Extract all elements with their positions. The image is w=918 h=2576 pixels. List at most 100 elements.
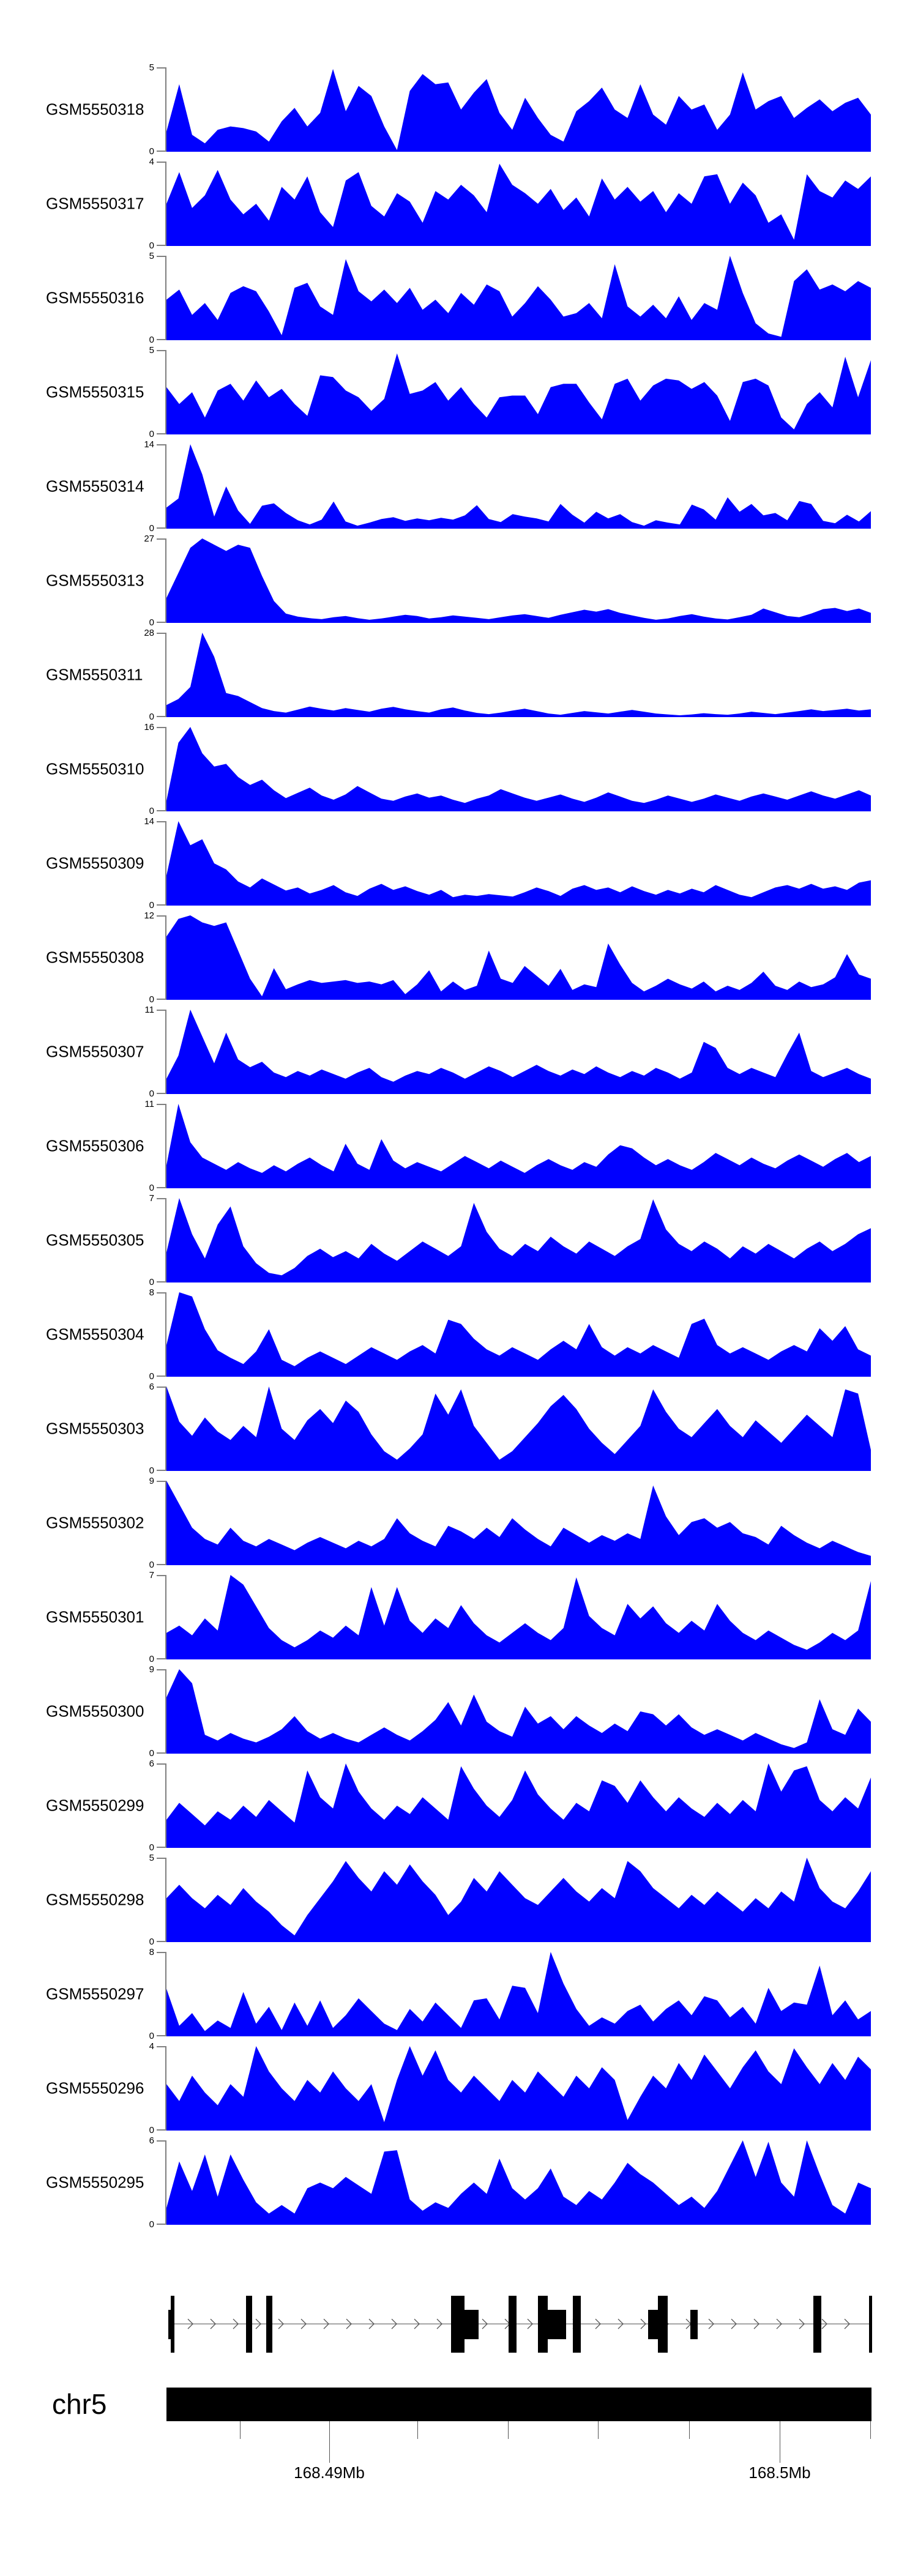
exon-cds-box bbox=[451, 2296, 465, 2353]
y-axis-bottom-tick bbox=[157, 2224, 165, 2225]
track-label: GSM5550316 bbox=[46, 288, 144, 307]
y-axis-line bbox=[165, 1858, 166, 1942]
y-axis-line bbox=[165, 2140, 166, 2225]
track-label: GSM5550300 bbox=[46, 1702, 144, 1721]
y-axis-max-label: 9 bbox=[149, 1664, 154, 1675]
coverage-polygon bbox=[166, 1575, 871, 1659]
coverage-polygon bbox=[166, 1858, 871, 1942]
exon-cds-box bbox=[246, 2296, 252, 2353]
exon-cds-box bbox=[509, 2296, 517, 2353]
coverage-polygon bbox=[166, 727, 871, 811]
track-label: GSM5550308 bbox=[46, 948, 144, 967]
strand-arrow-icon bbox=[799, 2318, 805, 2329]
y-axis-top-tick bbox=[157, 538, 165, 540]
y-axis-zero-label: 0 bbox=[149, 1465, 154, 1476]
y-axis-max-label: 6 bbox=[149, 1382, 154, 1392]
coverage-polygon bbox=[166, 1952, 871, 2036]
ruler-coordinate-label: 168.49Mb bbox=[294, 2463, 365, 2482]
y-axis-zero-label: 0 bbox=[149, 523, 154, 534]
coverage-polygon bbox=[166, 1104, 871, 1188]
y-axis-max-label: 28 bbox=[144, 628, 154, 638]
coverage-track-row: GSM5550303 6 0 bbox=[0, 1382, 918, 1475]
chromosome-ideogram bbox=[166, 2388, 871, 2421]
coverage-polygon bbox=[166, 1292, 871, 1377]
coverage-polygon bbox=[166, 1010, 871, 1094]
y-axis-top-tick bbox=[157, 1104, 165, 1105]
y-axis-top-tick bbox=[157, 1575, 165, 1576]
strand-arrow-icon bbox=[821, 2318, 827, 2329]
track-label: GSM5550309 bbox=[46, 854, 144, 873]
y-axis-line bbox=[165, 2046, 166, 2131]
track-label: GSM5550303 bbox=[46, 1419, 144, 1438]
y-axis-max-label: 27 bbox=[144, 534, 154, 544]
y-axis-max-label: 11 bbox=[144, 1099, 154, 1109]
coverage-polygon bbox=[166, 69, 871, 152]
coverage-area-plot bbox=[166, 1010, 871, 1094]
y-axis-top-tick bbox=[157, 1292, 165, 1294]
coverage-track-row: GSM5550297 8 0 bbox=[0, 1948, 918, 2041]
y-axis-bottom-tick bbox=[157, 1564, 165, 1565]
y-axis-bottom-tick bbox=[157, 527, 165, 529]
ruler-tick bbox=[329, 2421, 330, 2463]
strand-arrow-icon bbox=[708, 2318, 714, 2329]
y-axis-zero-label: 0 bbox=[149, 1937, 154, 1947]
coverage-track-row: GSM5550305 7 0 bbox=[0, 1194, 918, 1287]
coverage-area-plot bbox=[166, 633, 871, 717]
coverage-track-row: GSM5550298 5 0 bbox=[0, 1853, 918, 1946]
y-axis-zero-label: 0 bbox=[149, 806, 154, 816]
coverage-track-row: GSM5550304 8 0 bbox=[0, 1288, 918, 1381]
y-axis-max-label: 9 bbox=[149, 1476, 154, 1486]
coverage-area-plot bbox=[166, 821, 871, 906]
y-axis-max-label: 11 bbox=[144, 1005, 154, 1015]
y-axis-line bbox=[165, 162, 166, 246]
coverage-area-plot bbox=[166, 1104, 871, 1188]
y-axis-line bbox=[165, 633, 166, 717]
track-label: GSM5550295 bbox=[46, 2173, 144, 2192]
strand-arrow-icon bbox=[323, 2318, 329, 2329]
strand-arrow-icon bbox=[368, 2318, 375, 2329]
y-axis-top-tick bbox=[157, 1858, 165, 1859]
ruler-tick bbox=[417, 2421, 418, 2439]
y-axis-zero-label: 0 bbox=[149, 2031, 154, 2041]
track-label: GSM5550310 bbox=[46, 759, 144, 778]
track-label: GSM5550311 bbox=[46, 665, 143, 684]
y-axis-top-tick bbox=[157, 1481, 165, 1482]
y-axis-bottom-tick bbox=[157, 904, 165, 906]
coverage-polygon bbox=[166, 1387, 871, 1471]
ruler-coordinate-label: 168.5Mb bbox=[748, 2463, 811, 2482]
exon-cds-box bbox=[869, 2296, 872, 2353]
coverage-area-plot bbox=[166, 1481, 871, 1565]
coverage-track-row: GSM5550311 28 0 bbox=[0, 628, 918, 721]
coverage-track-row: GSM5550296 4 0 bbox=[0, 2042, 918, 2135]
y-axis-bottom-tick bbox=[157, 433, 165, 434]
coverage-track-row: GSM5550299 6 0 bbox=[0, 1759, 918, 1852]
strand-arrow-icon bbox=[640, 2318, 646, 2329]
track-label: GSM5550299 bbox=[46, 1796, 144, 1815]
coverage-track-row: GSM5550315 5 0 bbox=[0, 346, 918, 439]
y-axis-zero-label: 0 bbox=[149, 2125, 154, 2135]
coverage-area-plot bbox=[166, 1669, 871, 1754]
y-axis-zero-label: 0 bbox=[149, 429, 154, 439]
y-axis-line bbox=[165, 1010, 166, 1094]
y-axis-zero-label: 0 bbox=[149, 335, 154, 345]
strand-arrow-icon bbox=[187, 2318, 193, 2329]
coverage-track-row: GSM5550307 11 0 bbox=[0, 1005, 918, 1098]
track-label: GSM5550314 bbox=[46, 477, 144, 496]
y-axis-line bbox=[165, 1387, 166, 1471]
coverage-track-row: GSM5550302 9 0 bbox=[0, 1476, 918, 1569]
y-axis-top-tick bbox=[157, 444, 165, 445]
coverage-polygon bbox=[166, 1481, 871, 1565]
exon-cds-box bbox=[813, 2296, 821, 2353]
y-axis-line bbox=[165, 67, 166, 152]
coverage-track-row: GSM5550306 11 0 bbox=[0, 1100, 918, 1193]
coverage-area-plot bbox=[166, 1858, 871, 1942]
y-axis-top-tick bbox=[157, 67, 165, 69]
y-axis-bottom-tick bbox=[157, 151, 165, 152]
y-axis-max-label: 8 bbox=[149, 1287, 154, 1298]
coverage-polygon bbox=[166, 821, 871, 906]
track-label: GSM5550302 bbox=[46, 1513, 144, 1532]
exon-cds-box bbox=[266, 2296, 272, 2353]
y-axis-max-label: 5 bbox=[149, 62, 154, 73]
strand-arrow-icon bbox=[278, 2318, 284, 2329]
y-axis-max-label: 6 bbox=[149, 1759, 154, 1769]
